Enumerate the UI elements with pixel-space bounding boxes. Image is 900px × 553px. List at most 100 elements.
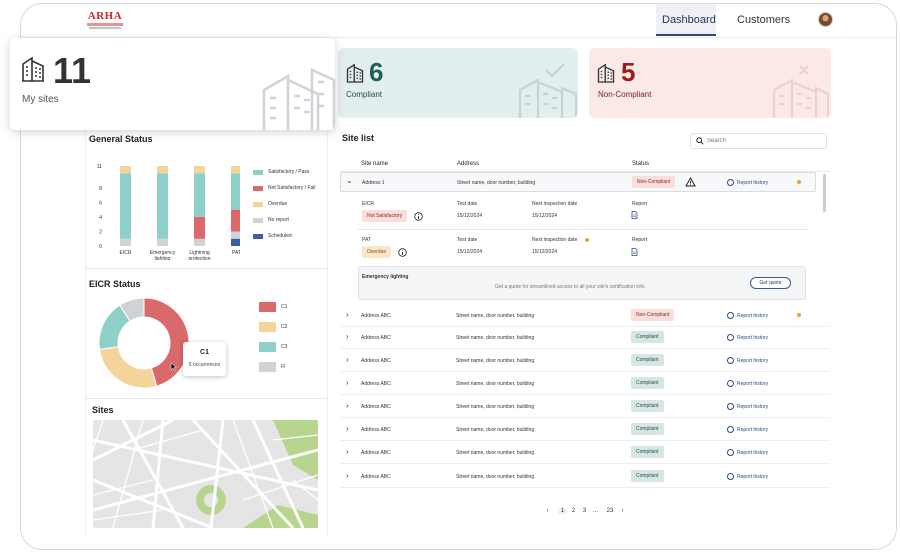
kpi-my-sites-card[interactable]: 11 My sites	[10, 38, 335, 130]
report-history-link[interactable]: Report history	[727, 380, 768, 387]
pagination-prev-icon[interactable]: ‹	[546, 508, 549, 514]
donut-slice[interactable]	[143, 297, 190, 387]
pagination-page[interactable]: 23	[606, 508, 614, 514]
chevron-right-icon[interactable]: ›	[346, 471, 349, 480]
chevron-right-icon[interactable]: ›	[346, 355, 349, 364]
donut-slice[interactable]	[98, 346, 158, 389]
report-history-link[interactable]: Report history	[727, 312, 768, 319]
document-icon[interactable]	[631, 211, 638, 219]
table-row[interactable]: › Address ABC Street name, door number, bu…	[340, 373, 830, 395]
nav-customers[interactable]: Customers	[737, 14, 791, 26]
bar-segment[interactable]	[231, 209, 240, 232]
legend-swatch	[253, 169, 263, 175]
chevron-right-icon[interactable]: ›	[346, 378, 349, 387]
bar-segment[interactable]	[231, 166, 240, 174]
report-history-label: Report history	[737, 473, 769, 480]
table-row[interactable]: › Address ABC Street name, door number, bu…	[340, 419, 830, 441]
search-icon	[696, 137, 704, 145]
donut-slice[interactable]	[118, 297, 145, 322]
x-tick-label: PAT	[232, 250, 240, 256]
bar-segment[interactable]	[157, 173, 168, 239]
bar-segment[interactable]	[231, 238, 240, 246]
next-inspection-label: Next inspection date	[532, 201, 578, 207]
report-history-link[interactable]: Report history	[727, 426, 768, 433]
bar-segment[interactable]	[157, 166, 168, 174]
table-row[interactable]: › Address ABC Street name, door number, bu…	[340, 350, 830, 372]
user-avatar[interactable]	[818, 12, 833, 27]
x-tick-label: protection	[189, 256, 211, 260]
pagination-next-icon[interactable]: ›	[621, 508, 624, 514]
kpi-non-compliant-card[interactable]: 5 Non-Compliant	[589, 48, 831, 118]
table-row[interactable]: › Address ABC Street name, door number, bu…	[340, 466, 830, 488]
info-icon[interactable]	[398, 248, 407, 257]
get-quote-button[interactable]: Get quote	[750, 277, 791, 289]
scrollbar-thumb[interactable]	[823, 174, 826, 212]
report-history-link[interactable]: Report history	[727, 403, 768, 410]
legend-label: C2	[281, 324, 288, 330]
site-address: Street name, door number, building	[456, 335, 535, 341]
report-history-label: Report history	[737, 179, 769, 186]
table-row[interactable]: › Address ABC Street name, door number, bu…	[340, 305, 830, 327]
legend-label: Scheduled	[268, 233, 292, 239]
report-history-link[interactable]: Report history	[727, 334, 768, 341]
bar-segment[interactable]	[120, 166, 131, 174]
bar-segment[interactable]	[120, 238, 131, 246]
chevron-right-icon[interactable]: ›	[346, 447, 349, 456]
column-header-site-name: Site name	[361, 161, 389, 167]
company-logo[interactable]: ARHA	[83, 11, 127, 31]
kpi-my-sites-label: My sites	[22, 94, 59, 105]
bar-segment[interactable]	[194, 173, 205, 217]
mouse-cursor-icon	[170, 362, 177, 371]
bar-segment[interactable]	[194, 238, 205, 246]
site-address: Street name, door number, building	[456, 381, 535, 387]
bar-segment[interactable]	[194, 216, 205, 239]
emergency-lighting-text: Get a quote for streamlined access to al…	[495, 284, 646, 290]
kpi-non-compliant-value: 5	[621, 57, 636, 87]
status-badge: Non-Compliant	[632, 176, 676, 188]
general-status-title: General Status	[89, 134, 153, 144]
clock-icon	[727, 449, 734, 456]
left-panel-border	[327, 130, 328, 535]
pagination-page[interactable]: 2	[571, 508, 576, 514]
building-icon	[597, 63, 615, 83]
table-row[interactable]: › Address ABC Street name, door number, bu…	[340, 396, 830, 418]
pagination-page[interactable]: 3	[582, 508, 587, 514]
bar-segment[interactable]	[157, 238, 168, 246]
bar-segment[interactable]	[231, 173, 240, 210]
info-icon[interactable]	[414, 212, 423, 221]
bar-segment[interactable]	[120, 173, 131, 239]
nav-dashboard[interactable]: Dashboard	[656, 4, 716, 36]
chevron-right-icon[interactable]: ›	[346, 424, 349, 433]
y-tick-label: 0	[99, 244, 102, 250]
chevron-right-icon[interactable]: ›	[346, 310, 349, 319]
report-history-label: Report history	[737, 334, 769, 341]
report-history-link[interactable]: Report history	[727, 449, 768, 456]
search-input[interactable]	[707, 136, 822, 146]
y-tick-label: 4	[99, 215, 102, 221]
emergency-lighting-title: Emergency lighting	[362, 274, 409, 280]
report-history-label: Report history	[737, 426, 769, 433]
non-compliant-buildings-illustration	[772, 65, 830, 118]
status-badge: Compliant	[631, 377, 664, 389]
bar-segment[interactable]	[231, 231, 240, 239]
eicr-status-donut-chart	[98, 297, 190, 389]
expanded-site-row[interactable]: ⌄ Address 1 Street name, door number, bu…	[340, 172, 816, 192]
warning-icon	[685, 177, 696, 187]
bar-segment[interactable]	[194, 166, 205, 174]
document-icon[interactable]	[631, 248, 638, 256]
pagination-page[interactable]: 1	[558, 508, 567, 514]
clock-icon	[727, 380, 734, 387]
report-history-link[interactable]: Report history	[727, 357, 768, 364]
chevron-right-icon[interactable]: ›	[346, 401, 349, 410]
column-header-address: Address	[457, 161, 480, 167]
top-bar: ARHA Dashboard Customers	[21, 4, 896, 38]
sites-map[interactable]	[93, 420, 318, 528]
report-history-link[interactable]: Report history	[727, 179, 768, 186]
table-row[interactable]: › Address ABC Street name, door number, bu…	[340, 327, 830, 349]
table-row[interactable]: › Address ABC Street name, door number, bu…	[340, 442, 830, 464]
kpi-compliant-card[interactable]: 6 Compliant	[338, 48, 578, 118]
chevron-down-icon[interactable]: ⌄	[346, 176, 353, 185]
report-history-link[interactable]: Report history	[727, 473, 768, 480]
search-box[interactable]	[690, 133, 827, 149]
chevron-right-icon[interactable]: ›	[346, 332, 349, 341]
